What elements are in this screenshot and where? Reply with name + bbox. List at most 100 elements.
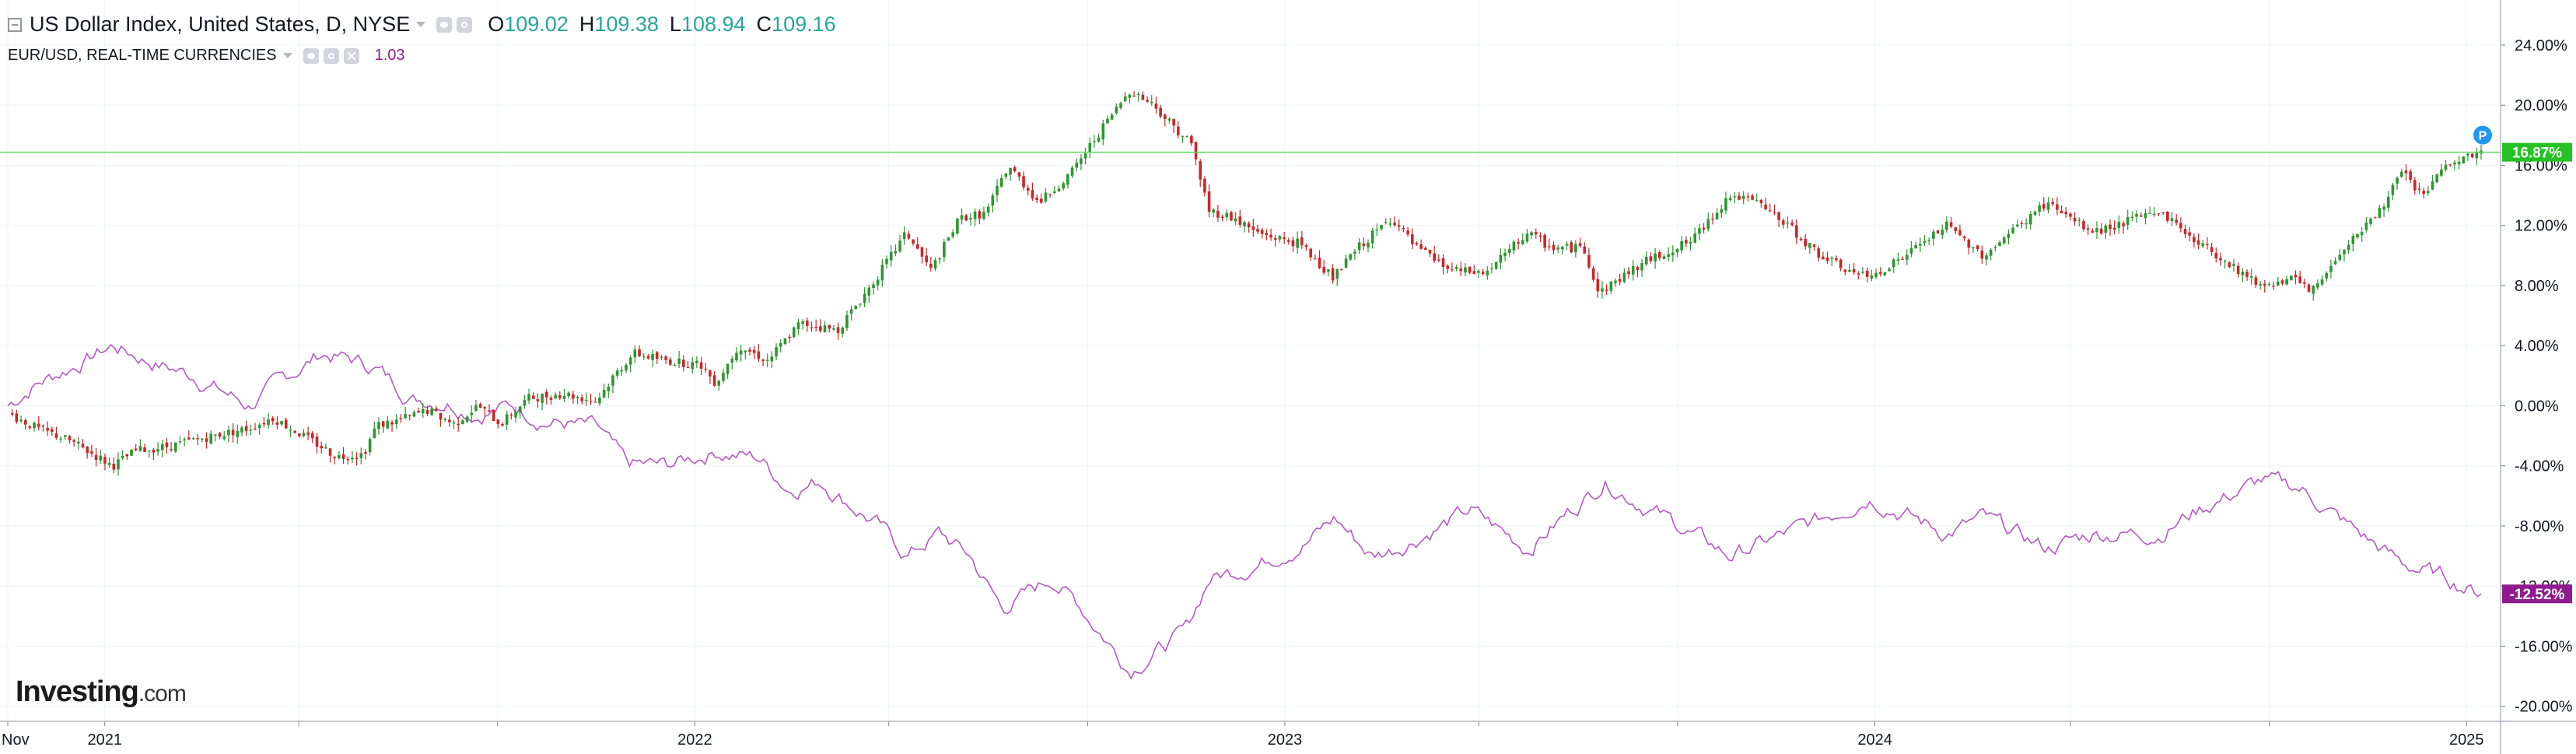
y-tick-label: 12.00% bbox=[2515, 218, 2567, 235]
candle-body bbox=[1521, 240, 1524, 244]
candle-body bbox=[68, 436, 72, 440]
candle-body bbox=[328, 448, 332, 456]
candle-body bbox=[915, 244, 919, 249]
candle-body bbox=[1415, 243, 1419, 245]
candle-body bbox=[1848, 269, 1851, 272]
candle-body bbox=[496, 419, 500, 424]
candle-body bbox=[2290, 275, 2293, 281]
candle-body bbox=[558, 395, 562, 398]
candle-body bbox=[611, 375, 614, 386]
candle-body bbox=[2161, 212, 2165, 214]
candle-body bbox=[1728, 198, 1732, 201]
chevron-down-icon[interactable] bbox=[416, 22, 426, 27]
candle-body bbox=[201, 438, 204, 440]
candle-body bbox=[1136, 93, 1140, 95]
compare-gear-icon[interactable] bbox=[323, 47, 339, 64]
candle-body bbox=[320, 445, 323, 449]
candle-body bbox=[134, 448, 138, 451]
candle-body bbox=[717, 381, 721, 386]
candle-body bbox=[1843, 269, 1847, 272]
eye-icon[interactable] bbox=[436, 16, 453, 33]
candle-body bbox=[412, 412, 416, 417]
candle-body bbox=[2263, 283, 2266, 286]
candle-body bbox=[231, 430, 235, 436]
candle-body bbox=[19, 419, 23, 422]
candle-body bbox=[2475, 152, 2479, 159]
candle-body bbox=[381, 421, 385, 427]
candle-body bbox=[2175, 219, 2178, 223]
candle-body bbox=[514, 412, 517, 418]
y-tick-label: -20.00% bbox=[2515, 699, 2573, 716]
candle-body bbox=[1433, 253, 1436, 261]
candle-body bbox=[1680, 240, 1683, 251]
candle-body bbox=[2333, 261, 2337, 265]
open-label: O bbox=[488, 12, 505, 36]
candle-body bbox=[1654, 253, 1657, 262]
candle-body bbox=[2104, 225, 2108, 233]
candle-body bbox=[1954, 227, 1958, 231]
candle-body bbox=[1154, 103, 1158, 109]
candle-body bbox=[2427, 191, 2430, 194]
candle-body bbox=[2007, 233, 2011, 239]
candle-body bbox=[1601, 288, 1604, 292]
candle-body bbox=[2130, 216, 2134, 218]
candle-body bbox=[1446, 265, 1450, 269]
close-icon[interactable] bbox=[343, 47, 359, 64]
candle-body bbox=[576, 397, 579, 398]
candle-body bbox=[628, 357, 632, 365]
candle-body bbox=[1251, 226, 1255, 230]
collapse-icon[interactable] bbox=[8, 17, 22, 32]
compare-chevron-icon[interactable] bbox=[282, 53, 292, 58]
candle-body bbox=[1494, 261, 1498, 269]
candle-body bbox=[2413, 180, 2417, 191]
candle-body bbox=[770, 356, 774, 362]
candle-body bbox=[1936, 230, 1940, 233]
candle-body bbox=[1499, 254, 1503, 263]
candle-body bbox=[284, 419, 288, 429]
candle-body bbox=[425, 409, 429, 414]
candle-body bbox=[1733, 196, 1737, 198]
x-tick-label: 2021 bbox=[87, 731, 122, 749]
candle-body bbox=[1525, 233, 1529, 242]
candle-body bbox=[77, 441, 80, 444]
candle-body bbox=[1852, 268, 1856, 273]
candle-body bbox=[302, 433, 306, 437]
dxy-candles bbox=[10, 91, 2483, 476]
candle-body bbox=[2086, 228, 2090, 230]
candle-body bbox=[1835, 258, 1838, 261]
candle-body bbox=[1278, 236, 1282, 240]
candle-body bbox=[673, 364, 677, 366]
candle-body bbox=[1406, 230, 1409, 235]
candle-body bbox=[1468, 266, 1472, 273]
candle-body bbox=[1353, 251, 1356, 254]
candle-body bbox=[2347, 244, 2350, 251]
candle-body bbox=[709, 370, 712, 377]
compare-eye-icon[interactable] bbox=[303, 47, 319, 64]
candle-body bbox=[2144, 212, 2147, 219]
candle-body bbox=[1830, 258, 1834, 260]
candle-body bbox=[1486, 270, 1489, 275]
candle-body bbox=[430, 408, 433, 416]
candle-body bbox=[1570, 242, 1573, 253]
candle-body bbox=[841, 328, 845, 334]
candle-body bbox=[1993, 247, 1997, 248]
candle-body bbox=[1671, 252, 1675, 256]
candle-body bbox=[488, 410, 491, 412]
candle-body bbox=[338, 454, 341, 459]
candle-body bbox=[399, 418, 403, 419]
candle-body bbox=[996, 185, 999, 195]
candle-body bbox=[143, 447, 146, 453]
eurusd-line bbox=[7, 343, 2482, 680]
candle-body bbox=[417, 410, 420, 413]
candle-body bbox=[1097, 137, 1101, 142]
candle-body bbox=[633, 349, 637, 358]
candle-body bbox=[1088, 142, 1092, 153]
candle-body bbox=[2126, 216, 2130, 225]
candle-body bbox=[549, 398, 553, 400]
candle-body bbox=[64, 435, 67, 437]
candle-body bbox=[902, 232, 906, 240]
gear-icon[interactable] bbox=[457, 16, 473, 33]
candle-body bbox=[1507, 248, 1511, 253]
candle-body bbox=[1062, 183, 1065, 189]
